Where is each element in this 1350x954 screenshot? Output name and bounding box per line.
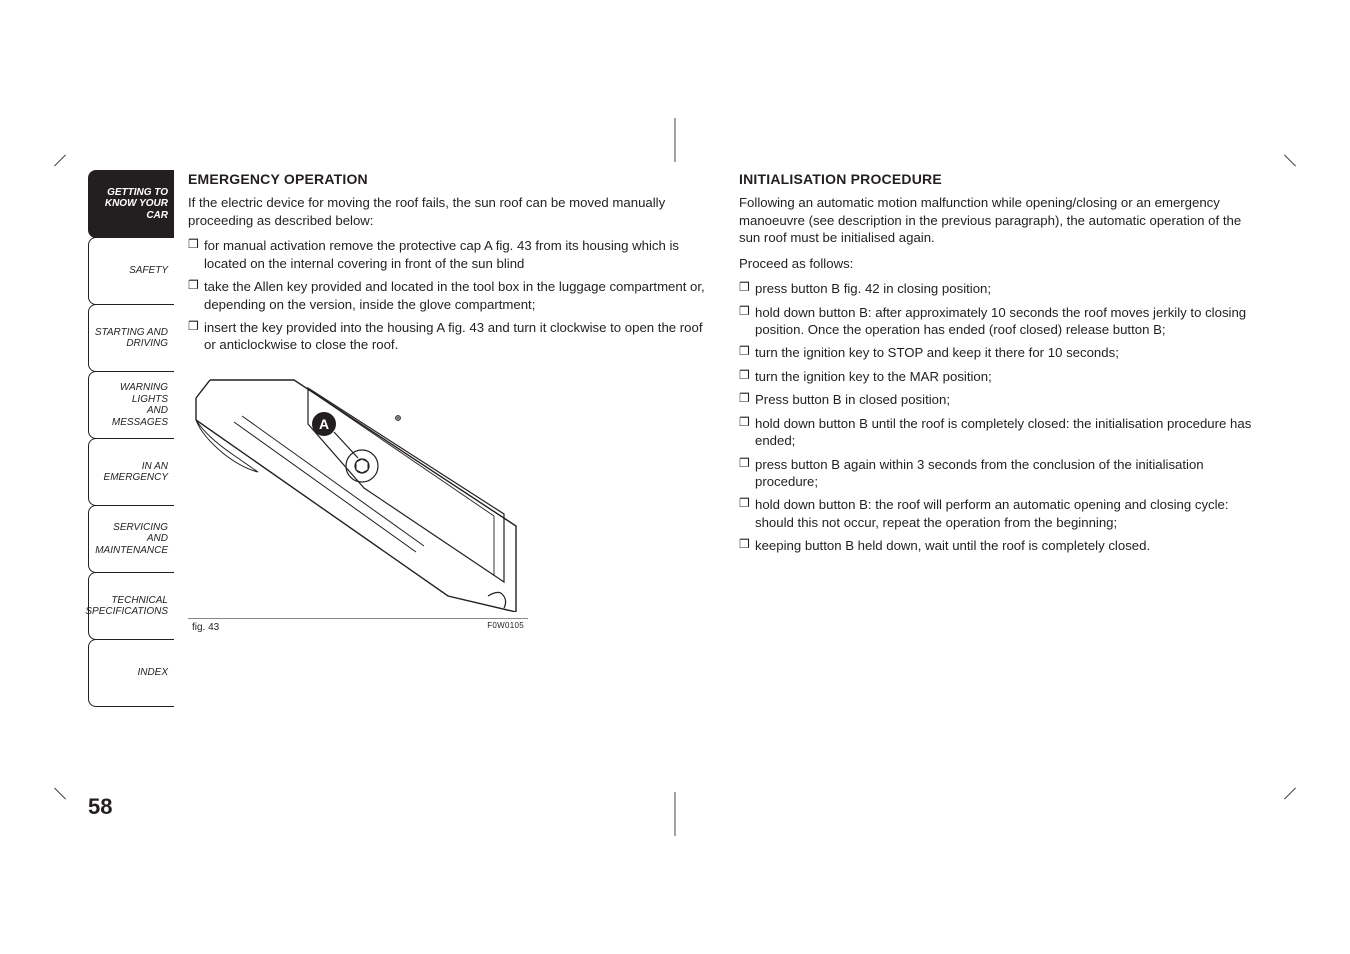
figure-label: fig. 43 bbox=[192, 621, 219, 634]
tab-label: MAINTENANCE bbox=[95, 545, 168, 557]
list-item: hold down button B: after approximately … bbox=[739, 304, 1262, 339]
list-item: keeping button B held down, wait until t… bbox=[739, 537, 1262, 554]
tab-label: SAFETY bbox=[129, 265, 168, 277]
tab-getting-to-know[interactable]: GETTING TO KNOW YOUR CAR bbox=[88, 170, 174, 238]
right-column: INITIALISATION PROCEDURE Following an au… bbox=[739, 170, 1262, 784]
tab-label: DRIVING bbox=[126, 338, 168, 350]
tab-warning-lights[interactable]: WARNING LIGHTS AND MESSAGES bbox=[88, 371, 174, 439]
tab-safety[interactable]: SAFETY bbox=[88, 237, 174, 305]
list-item: take the Allen key provided and located … bbox=[188, 278, 711, 313]
list-item: insert the key provided into the housing… bbox=[188, 319, 711, 354]
initialisation-list: press button B fig. 42 in closing positi… bbox=[739, 280, 1262, 554]
proceed-paragraph: Proceed as follows: bbox=[739, 255, 1262, 272]
tab-technical[interactable]: TECHNICAL SPECIFICATIONS bbox=[88, 572, 174, 640]
tab-label: AND MESSAGES bbox=[93, 405, 168, 428]
tab-label: TECHNICAL bbox=[111, 595, 168, 607]
list-item: for manual activation remove the protect… bbox=[188, 237, 711, 272]
list-item: Press button B in closed position; bbox=[739, 391, 1262, 408]
left-column: EMERGENCY OPERATION If the electric devi… bbox=[188, 170, 711, 784]
callout-a: A bbox=[319, 416, 329, 432]
tab-index[interactable]: INDEX bbox=[88, 639, 174, 707]
intro-paragraph: Following an automatic motion malfunctio… bbox=[739, 194, 1262, 246]
figure-43: A fig. 43 F0W0105 bbox=[188, 376, 528, 635]
tab-label: SPECIFICATIONS bbox=[85, 606, 168, 618]
tab-label: WARNING LIGHTS bbox=[93, 382, 168, 405]
tab-label: STARTING AND bbox=[95, 327, 168, 339]
tab-label: INDEX bbox=[137, 667, 168, 679]
heading-initialisation: INITIALISATION PROCEDURE bbox=[739, 170, 1262, 188]
tab-label: IN AN EMERGENCY bbox=[93, 461, 168, 484]
tab-servicing[interactable]: SERVICING AND MAINTENANCE bbox=[88, 505, 174, 573]
tab-emergency[interactable]: IN AN EMERGENCY bbox=[88, 438, 174, 506]
list-item: press button B again within 3 seconds fr… bbox=[739, 456, 1262, 491]
emergency-list: for manual activation remove the protect… bbox=[188, 237, 711, 354]
list-item: turn the ignition key to the MAR positio… bbox=[739, 368, 1262, 385]
heading-emergency-operation: EMERGENCY OPERATION bbox=[188, 170, 711, 188]
intro-paragraph: If the electric device for moving the ro… bbox=[188, 194, 711, 229]
list-item: hold down button B until the roof is com… bbox=[739, 415, 1262, 450]
nav-tabs: GETTING TO KNOW YOUR CAR SAFETY STARTING… bbox=[88, 170, 174, 784]
figure-code: F0W0105 bbox=[487, 621, 524, 634]
tab-label: KNOW YOUR CAR bbox=[93, 198, 168, 221]
page-number: 58 bbox=[88, 794, 112, 820]
tab-label: SERVICING AND bbox=[93, 522, 168, 545]
list-item: press button B fig. 42 in closing positi… bbox=[739, 280, 1262, 297]
list-item: turn the ignition key to STOP and keep i… bbox=[739, 344, 1262, 361]
tab-label: GETTING TO bbox=[107, 187, 168, 199]
list-item: hold down button B: the roof will perfor… bbox=[739, 496, 1262, 531]
tab-starting-driving[interactable]: STARTING AND DRIVING bbox=[88, 304, 174, 372]
